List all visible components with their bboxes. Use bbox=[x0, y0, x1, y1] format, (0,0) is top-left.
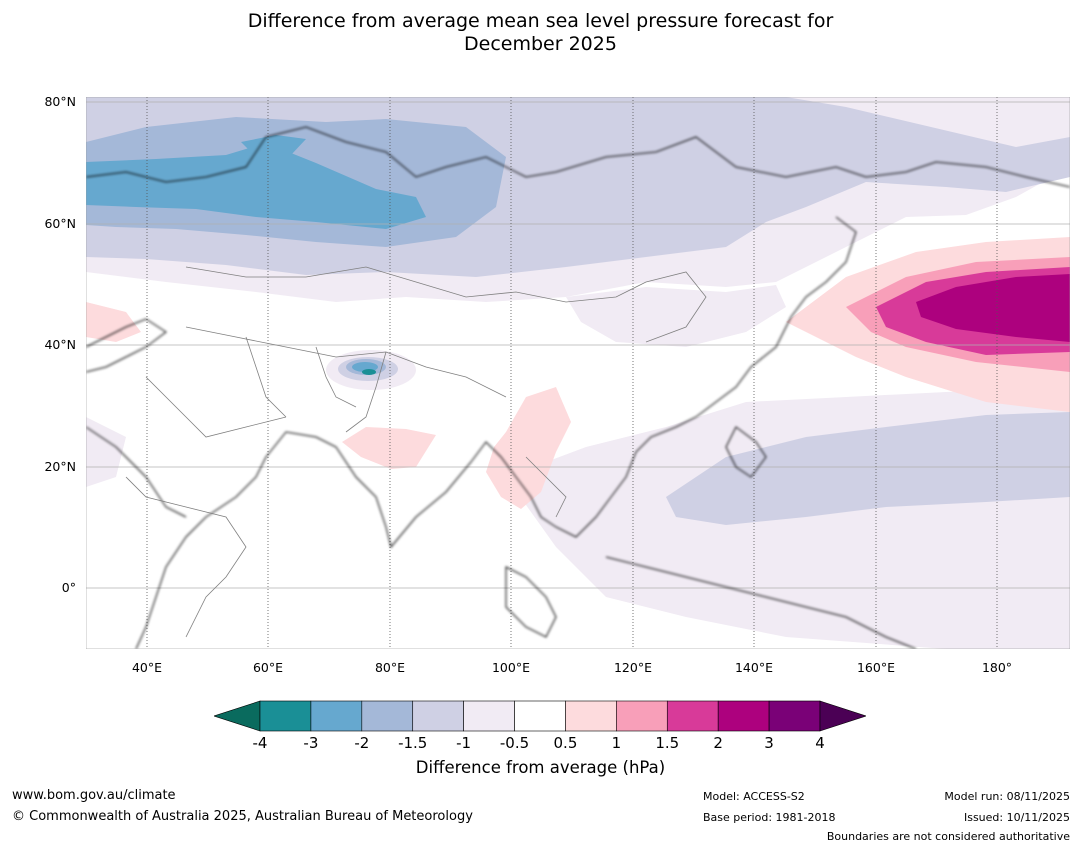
siberia-low-anomaly bbox=[86, 97, 1070, 302]
lon-label-40e: 40°E bbox=[131, 660, 163, 675]
coastlines bbox=[86, 126, 1070, 649]
colorbar-segment bbox=[412, 700, 464, 732]
lat-label-60n: 60°N bbox=[44, 216, 76, 231]
lon-label-80e: 80°E bbox=[374, 660, 406, 675]
footer-copyright: © Commonwealth of Australia 2025, Austra… bbox=[12, 809, 473, 824]
colorbar-extend-low bbox=[214, 700, 261, 732]
colorbar-segment bbox=[361, 700, 414, 732]
north-pacific-high-anomaly bbox=[786, 237, 1070, 412]
south-asia-positive-anomaly bbox=[86, 302, 571, 509]
lat-label-20n: 20°N bbox=[44, 459, 76, 474]
colorbar-segment bbox=[310, 700, 363, 732]
colorbar-label: Difference from average (hPa) bbox=[415, 758, 666, 777]
colorbar-segment bbox=[463, 700, 515, 732]
colorbar-tick-label: 1 bbox=[611, 734, 622, 752]
colorbar-segment bbox=[514, 700, 566, 732]
colorbar-tick-label: -0.5 bbox=[499, 734, 530, 752]
chart-title-line-2: December 2025 bbox=[464, 33, 617, 55]
colorbar-tick-label: 2 bbox=[713, 734, 723, 752]
colorbar-segment bbox=[768, 700, 821, 732]
colorbar-segment bbox=[259, 700, 312, 732]
lon-label-160e: 160°E bbox=[856, 660, 895, 675]
footer-website: www.bom.gov.au/climate bbox=[12, 788, 176, 803]
colorbar-tick-label: 3 bbox=[764, 734, 774, 752]
colorbar-tick-labels: -4 -3 -2 -1.5 -1 -0.5 0.5 1 1.5 2 3 4 bbox=[0, 734, 1081, 754]
lat-label-80n: 80°N bbox=[44, 94, 76, 109]
country-boundaries bbox=[125, 266, 707, 638]
colorbar-tick-label: -1.5 bbox=[398, 734, 428, 752]
himalaya-low-anomaly bbox=[326, 350, 416, 390]
footer-issued: Issued: 10/11/2025 bbox=[963, 811, 1070, 824]
lon-label-60e: 60°E bbox=[252, 660, 284, 675]
tropical-weak-negative bbox=[86, 387, 1070, 649]
latitude-gridlines bbox=[86, 101, 1070, 589]
colorbar-segment bbox=[565, 700, 617, 732]
chart-title: Difference from average mean sea level p… bbox=[0, 10, 1081, 56]
colorbar-tick-label: -1 bbox=[456, 734, 472, 752]
footer-model-run: Model run: 08/11/2025 bbox=[944, 790, 1070, 803]
longitude-gridlines bbox=[146, 97, 998, 649]
lon-label-100e: 100°E bbox=[491, 660, 530, 675]
colorbar bbox=[214, 700, 866, 732]
colorbar-extend-high bbox=[819, 700, 866, 732]
colorbar-segment bbox=[616, 700, 668, 732]
colorbar-tick-label: 4 bbox=[815, 734, 825, 752]
lat-label-0: 0° bbox=[61, 580, 76, 595]
lat-label-40n: 40°N bbox=[44, 337, 76, 352]
colorbar-segment bbox=[717, 700, 770, 732]
footer-base-period: Base period: 1981-2018 bbox=[703, 811, 836, 824]
colorbar-tick-label: -2 bbox=[354, 734, 370, 752]
colorbar-tick-label: 0.5 bbox=[553, 734, 578, 752]
footer-model: Model: ACCESS-S2 bbox=[703, 790, 805, 803]
footer-disclaimer: Boundaries are not considered authoritat… bbox=[826, 830, 1070, 843]
colorbar-tick-label: -3 bbox=[303, 734, 319, 752]
colorbar-segment bbox=[666, 700, 719, 732]
central-asia-weak-negative bbox=[566, 285, 786, 347]
map-plot bbox=[86, 97, 1070, 649]
lon-label-140e: 140°E bbox=[734, 660, 773, 675]
chart-title-line-1: Difference from average mean sea level p… bbox=[247, 10, 834, 32]
colorbar-tick-label: 1.5 bbox=[655, 734, 680, 752]
lon-label-120e: 120°E bbox=[613, 660, 652, 675]
colorbar-tick-label: -4 bbox=[252, 734, 268, 752]
lon-label-180: 180° bbox=[981, 660, 1013, 675]
